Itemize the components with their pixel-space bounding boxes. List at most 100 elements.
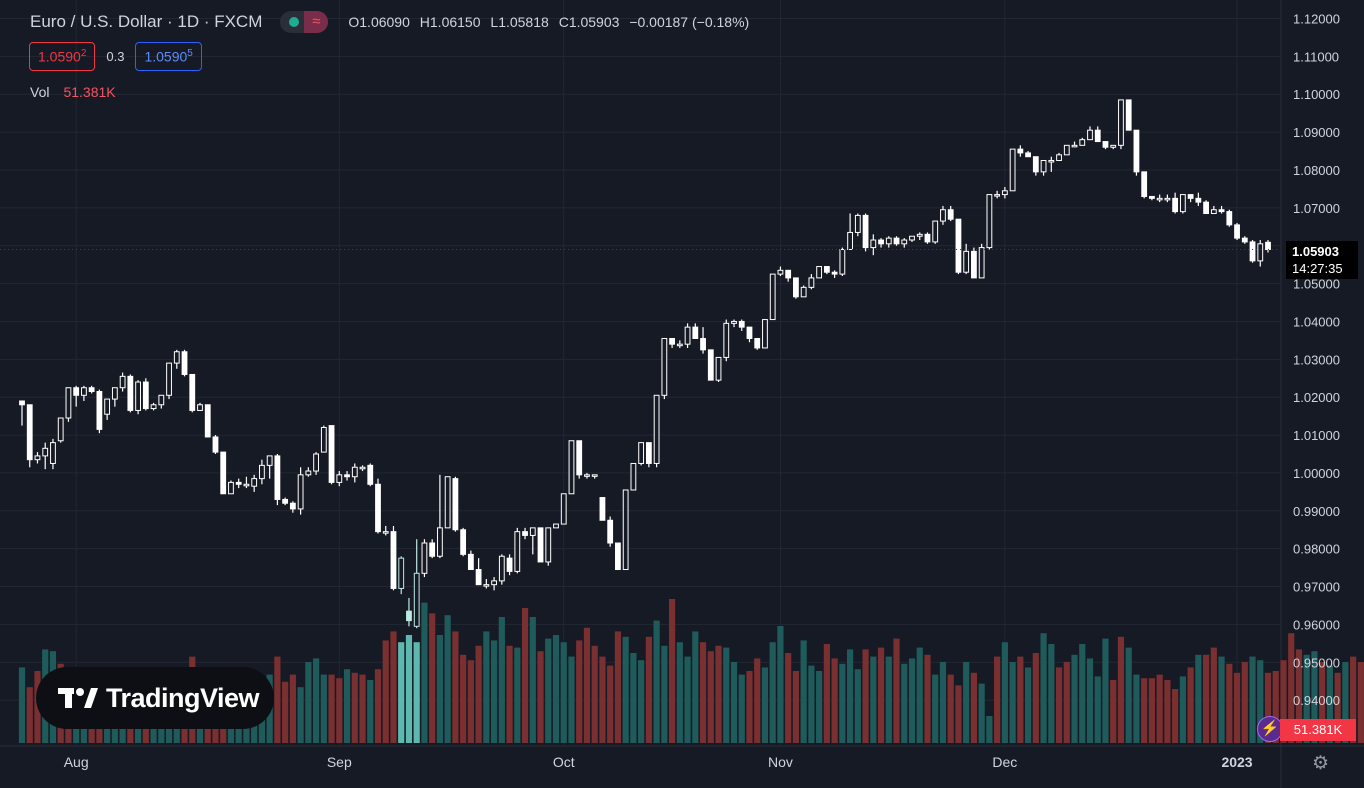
y-tick-label: 0.95000 [1293, 655, 1340, 670]
volume-bar [1303, 654, 1310, 743]
candle-body [212, 436, 219, 453]
y-tick-label: 0.94000 [1293, 693, 1340, 708]
candle-body [700, 337, 706, 351]
tradingview-logo[interactable]: TradingView [36, 667, 274, 729]
volume-bar [831, 658, 838, 743]
candle-body [119, 375, 126, 389]
candle-body [568, 440, 575, 495]
candle-body [630, 462, 637, 491]
candle-body [591, 474, 598, 477]
candle-body [1001, 190, 1008, 196]
candle-body [885, 237, 892, 245]
volume-bar [916, 647, 923, 743]
candle-body [34, 455, 41, 461]
symbol-title[interactable]: Euro / U.S. Dollar · 1D · FXCM [30, 12, 263, 31]
volume-bar [483, 631, 490, 743]
candle-body [1218, 209, 1225, 213]
candle-body [1040, 159, 1047, 173]
candle-body [808, 277, 815, 288]
candle-body [104, 398, 111, 415]
volume-bar [583, 627, 591, 743]
candle-body [1249, 241, 1256, 262]
x-tick-label: Aug [64, 754, 89, 770]
volume-bar [514, 647, 521, 743]
volume-bar [1272, 671, 1279, 743]
candle-body [1110, 144, 1117, 148]
candle-body [940, 209, 946, 222]
y-tick-label: 0.99000 [1293, 504, 1340, 519]
volume-bar [800, 640, 807, 743]
candle-body [266, 455, 273, 466]
y-tick-label: 1.11000 [1293, 49, 1339, 64]
candle-body [916, 233, 923, 237]
candle-body [560, 493, 567, 525]
volume-bar [699, 642, 707, 743]
candle-body [1149, 195, 1155, 199]
close-label: C [558, 14, 569, 30]
volume-bar [1164, 680, 1171, 743]
candle-body [986, 194, 993, 249]
y-tick-label: 1.12000 [1293, 11, 1340, 26]
candle-body [1032, 156, 1039, 173]
volume-bar [1350, 656, 1357, 743]
candle-body [1234, 224, 1240, 239]
candle-body [251, 478, 258, 487]
volume-bar [730, 662, 738, 743]
market-status-toggle[interactable]: ≈ [280, 11, 329, 33]
buy-button[interactable]: 1.05905 [135, 42, 202, 71]
volume-bar [978, 683, 985, 743]
x-tick-label: Oct [553, 754, 575, 770]
y-tick-label: 1.07000 [1293, 201, 1340, 216]
candle-body [1265, 241, 1271, 250]
volume-bar [343, 669, 351, 743]
candle-body [96, 391, 103, 430]
buy-pip: 5 [187, 48, 193, 59]
volume-bar [870, 656, 877, 743]
candle-body [382, 531, 389, 534]
volume-bar [622, 636, 629, 743]
sell-button[interactable]: 1.05902 [29, 42, 96, 71]
volume-bar [908, 658, 916, 743]
candle-body [197, 404, 203, 411]
close-value: 1.05903 [568, 14, 620, 30]
last-price-tag: 1.05903 14:27:35 [1286, 241, 1358, 279]
candle-body [235, 481, 242, 485]
volume-bar [986, 716, 993, 743]
high-label: H [419, 14, 430, 30]
volume-bar [421, 602, 428, 743]
volume-bar [808, 665, 815, 743]
candle-body [127, 375, 134, 411]
candle-body [259, 464, 265, 480]
candle-body [375, 483, 381, 533]
candle-body [947, 209, 954, 220]
candle-body [522, 531, 528, 536]
volume-bar [599, 656, 606, 743]
volume-bar [715, 645, 722, 743]
candle-body [785, 269, 792, 279]
volume-bar [707, 651, 714, 743]
candle-body [529, 527, 536, 536]
volume-bar [1257, 660, 1264, 743]
settings-gear-icon[interactable]: ⚙ [1312, 753, 1330, 774]
candle-body [320, 426, 327, 453]
volume-bar [374, 669, 382, 743]
candle-body [738, 320, 745, 328]
volume-bar [545, 638, 552, 743]
volume-bar [282, 681, 289, 743]
logo-text: TradingView [106, 682, 260, 713]
low-value: 1.05818 [498, 14, 549, 30]
volume-bar [854, 669, 861, 743]
volume-bar [576, 640, 583, 743]
volume-bar [1110, 680, 1117, 743]
volume-price-tag: 51.381K [1280, 719, 1356, 741]
candle-body [854, 214, 861, 233]
candle-body [553, 523, 559, 529]
volume-bar [490, 640, 498, 743]
change-value: −0.00187 (−0.18%) [629, 14, 750, 30]
volume-legend[interactable]: Vol 51.381K [30, 84, 116, 100]
volume-bar [769, 642, 776, 743]
candle-body [1118, 99, 1124, 146]
candle-body [831, 271, 838, 275]
candle-body [228, 481, 234, 495]
